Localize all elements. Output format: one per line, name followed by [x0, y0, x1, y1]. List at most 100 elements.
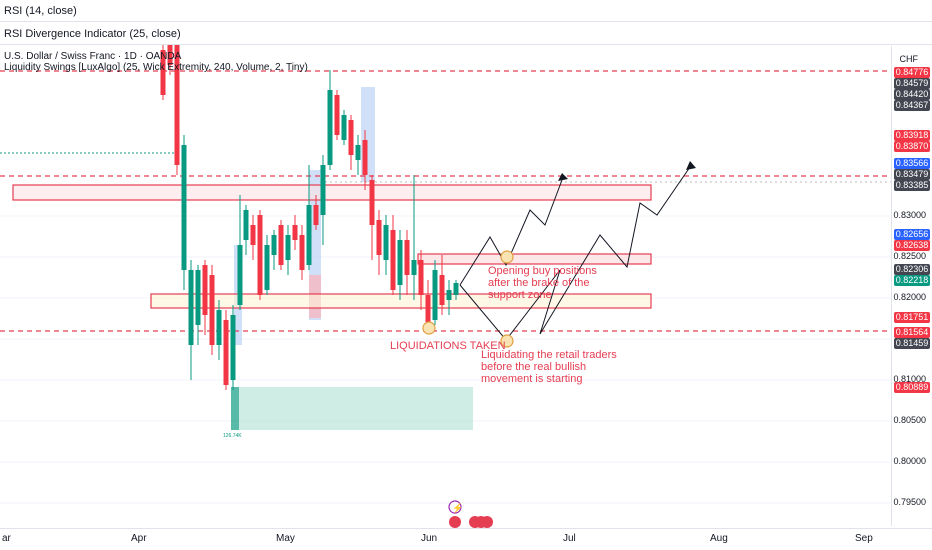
candle-body: [250, 225, 256, 245]
candle-body: [439, 275, 445, 305]
candle-body: [334, 95, 340, 135]
candle-body: [432, 270, 438, 320]
time-label: Jul: [563, 533, 576, 544]
candle-body: [327, 90, 333, 165]
price-badge: 0.83870: [894, 141, 930, 152]
arrow-head: [558, 173, 568, 181]
price-tick: 0.83000: [893, 210, 926, 220]
price-badge: 0.83918: [894, 130, 930, 141]
price-axis[interactable]: CHF 0.83000 0.82500 0.82000 0.81000 0.80…: [891, 46, 932, 526]
candle-body: [397, 240, 403, 285]
lightning-icon[interactable]: [448, 500, 462, 514]
candle-body: [209, 275, 215, 345]
price-tick: 0.79500: [893, 497, 926, 507]
luxalgo-indicator-label[interactable]: Liquidity Swings [LuxAlgo] (25, Wick Ext…: [4, 62, 308, 73]
candle-body: [223, 320, 229, 385]
candle-body: [278, 225, 284, 265]
candle-body: [376, 220, 382, 255]
volume-zone-edge: [231, 387, 239, 430]
candle-body: [446, 290, 452, 300]
candle-body: [320, 165, 326, 215]
candle-body: [285, 235, 291, 260]
projection-path-upper[interactable]: [459, 179, 563, 286]
candle-body: [390, 230, 396, 290]
candle-body: [341, 115, 347, 140]
candle-body: [425, 295, 431, 325]
candle-body: [195, 270, 201, 325]
candle-body: [202, 265, 208, 315]
candle-body: [292, 225, 298, 240]
time-label: Sep: [855, 533, 873, 544]
us-flag-icon[interactable]: [481, 516, 493, 528]
time-label: Apr: [131, 533, 147, 544]
time-label: ar: [2, 533, 11, 544]
price-badge: 0.81751: [894, 312, 930, 323]
candle-body: [174, 45, 180, 165]
price-badge: 0.82306: [894, 264, 930, 275]
liquidation-marker[interactable]: [422, 321, 436, 335]
symbol-title[interactable]: U.S. Dollar / Swiss Franc · 1D · OANDA: [4, 51, 182, 62]
resistance-zone[interactable]: [12, 184, 652, 201]
liquidations-taken-text: LIQUIDATIONS TAKEN: [390, 340, 506, 352]
price-badge: 0.84776: [894, 67, 930, 78]
price-badge: 0.81564: [894, 327, 930, 338]
price-tick: 0.80500: [893, 415, 926, 425]
candle-body: [167, 45, 173, 65]
rsi-divergence-indicator-label[interactable]: RSI Divergence Indicator (25, close): [4, 28, 181, 40]
rsi-indicator-label[interactable]: RSI (14, close): [4, 5, 77, 17]
price-chart[interactable]: ⚡: [0, 45, 892, 532]
price-badge: 0.80889: [894, 382, 930, 393]
candle-body: [243, 210, 249, 240]
price-badge: 0.83385: [894, 180, 930, 191]
candle-body: [188, 270, 194, 345]
price-badge: 0.84367: [894, 100, 930, 111]
candle-body: [362, 140, 368, 175]
time-label: Jun: [421, 533, 438, 544]
time-label: May: [276, 533, 295, 544]
opening-marker[interactable]: [500, 250, 514, 264]
liquidating-retail-text: Liquidating the retail traders before th…: [481, 349, 617, 385]
price-badge: 0.82638: [894, 240, 930, 251]
volume-zone: [231, 387, 473, 430]
price-badge: 0.84579: [894, 78, 930, 89]
candles: [160, 45, 459, 390]
arrow-head: [686, 161, 696, 170]
candle-body: [299, 235, 305, 270]
currency-label: CHF: [899, 54, 919, 64]
price-tick: 0.80000: [893, 456, 926, 466]
price-tick: 0.81000: [893, 374, 926, 384]
price-badge: 0.83566: [894, 158, 930, 169]
price-tick: 0.82500: [893, 251, 926, 261]
price-badge: 0.81459: [894, 338, 930, 349]
price-badge: 0.82218: [894, 275, 930, 286]
opening-buy-text: Opening buy positions after the brake of…: [488, 265, 597, 301]
candle-body: [348, 120, 354, 155]
candle-body: [383, 225, 389, 260]
candle-body: [160, 50, 166, 95]
projection-path-lower[interactable]: [459, 166, 691, 341]
candle-body: [453, 283, 459, 295]
support-zone[interactable]: [150, 293, 652, 309]
pane-separator[interactable]: [0, 21, 932, 22]
time-axis-border: [0, 528, 932, 529]
candle-body: [216, 310, 222, 345]
pane-separator[interactable]: [0, 44, 932, 45]
price-badge: 0.82656: [894, 229, 930, 240]
price-tick: 0.82000: [893, 292, 926, 302]
candle-body: [181, 145, 187, 270]
liquidating-marker[interactable]: [500, 334, 514, 348]
price-badge: 0.84420: [894, 89, 930, 100]
candle-body: [257, 215, 263, 295]
candle-body: [369, 180, 375, 225]
lightning-glyph: ⚡: [452, 502, 463, 514]
candle-body: [230, 315, 236, 380]
candle-body: [306, 205, 312, 265]
candle-body: [271, 235, 277, 255]
candle-body: [313, 205, 319, 225]
volume-tag: 126.74K: [223, 433, 242, 439]
candle-body: [418, 260, 424, 295]
time-label: Aug: [710, 533, 728, 544]
price-badge: 0.83479: [894, 169, 930, 180]
breakout-zone[interactable]: [417, 253, 652, 265]
us-flag-icon[interactable]: [449, 516, 461, 528]
